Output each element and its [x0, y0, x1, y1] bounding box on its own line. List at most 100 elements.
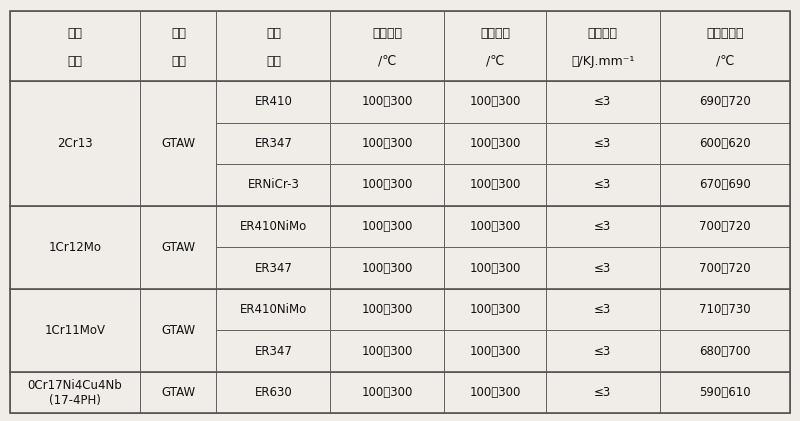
- Text: ≤3: ≤3: [594, 179, 611, 192]
- Text: 100～300: 100～300: [470, 345, 521, 357]
- Text: 700～720: 700～720: [699, 261, 750, 274]
- Text: 670～690: 670～690: [699, 179, 751, 192]
- Bar: [217, 164, 330, 206]
- Text: 100～300: 100～300: [470, 220, 521, 233]
- Text: 100～300: 100～300: [470, 179, 521, 192]
- Text: ≤3: ≤3: [594, 137, 611, 150]
- Text: 100～300: 100～300: [362, 345, 413, 357]
- Text: 100～300: 100～300: [470, 386, 521, 399]
- Bar: [444, 123, 546, 164]
- Bar: [546, 330, 659, 372]
- Bar: [217, 289, 330, 330]
- Bar: [659, 330, 790, 372]
- Text: ER347: ER347: [254, 345, 292, 357]
- Bar: [659, 289, 790, 330]
- Bar: [330, 206, 444, 247]
- Bar: [546, 123, 659, 164]
- Bar: [10, 206, 141, 247]
- Bar: [659, 164, 790, 206]
- Bar: [141, 372, 217, 413]
- Text: 100～300: 100～300: [362, 137, 413, 150]
- Text: ≤3: ≤3: [594, 345, 611, 357]
- Bar: [10, 372, 141, 413]
- Text: ER347: ER347: [254, 261, 292, 274]
- Text: 100～300: 100～300: [362, 95, 413, 108]
- Bar: [546, 81, 659, 123]
- Text: ER630: ER630: [254, 386, 292, 399]
- Bar: [10, 372, 141, 413]
- Text: 2Cr13: 2Cr13: [58, 137, 93, 150]
- Text: 焊后热处理: 焊后热处理: [706, 27, 744, 40]
- Text: 690～720: 690～720: [699, 95, 751, 108]
- Bar: [141, 164, 217, 206]
- Text: ≤3: ≤3: [594, 95, 611, 108]
- Text: 焊接: 焊接: [266, 27, 281, 40]
- Text: ER410NiMo: ER410NiMo: [240, 220, 307, 233]
- Bar: [330, 81, 444, 123]
- Text: 量/KJ.mm⁻¹: 量/KJ.mm⁻¹: [571, 55, 634, 68]
- Bar: [330, 11, 444, 81]
- Text: ≤3: ≤3: [594, 303, 611, 316]
- Text: ≤3: ≤3: [594, 261, 611, 274]
- Bar: [444, 372, 546, 413]
- Text: 680～700: 680～700: [699, 345, 750, 357]
- Text: 600～620: 600～620: [699, 137, 750, 150]
- Bar: [330, 330, 444, 372]
- Bar: [217, 372, 330, 413]
- Text: ≤3: ≤3: [594, 220, 611, 233]
- Bar: [444, 206, 546, 247]
- Bar: [546, 164, 659, 206]
- Bar: [10, 81, 141, 206]
- Bar: [659, 206, 790, 247]
- Text: 100～300: 100～300: [470, 261, 521, 274]
- Bar: [141, 206, 217, 247]
- Text: 焊接线能: 焊接线能: [587, 27, 618, 40]
- Bar: [330, 123, 444, 164]
- Text: 100～300: 100～300: [470, 95, 521, 108]
- Bar: [141, 123, 217, 164]
- Bar: [141, 81, 217, 206]
- Bar: [141, 372, 217, 413]
- Bar: [141, 81, 217, 123]
- Text: 焊前预热: 焊前预热: [372, 27, 402, 40]
- Bar: [330, 372, 444, 413]
- Bar: [330, 289, 444, 330]
- Bar: [659, 11, 790, 81]
- Text: 100～300: 100～300: [362, 261, 413, 274]
- Text: ERNiCr-3: ERNiCr-3: [247, 179, 299, 192]
- Text: GTAW: GTAW: [162, 241, 195, 254]
- Text: 叶片: 叶片: [67, 27, 82, 40]
- Text: 材料: 材料: [266, 55, 281, 68]
- Text: 0Cr17Ni4Cu4Nb
(17-4PH): 0Cr17Ni4Cu4Nb (17-4PH): [28, 378, 122, 407]
- Bar: [444, 81, 546, 123]
- Bar: [330, 247, 444, 289]
- Text: 100～300: 100～300: [362, 303, 413, 316]
- Text: 方法: 方法: [171, 55, 186, 68]
- Text: 590～610: 590～610: [699, 386, 750, 399]
- Text: ER410: ER410: [254, 95, 292, 108]
- Bar: [217, 330, 330, 372]
- Text: 1Cr12Mo: 1Cr12Mo: [49, 241, 102, 254]
- Text: 100～300: 100～300: [470, 137, 521, 150]
- Text: 700～720: 700～720: [699, 220, 750, 233]
- Bar: [659, 247, 790, 289]
- Bar: [141, 11, 217, 81]
- Bar: [546, 289, 659, 330]
- Text: /℃: /℃: [486, 55, 504, 68]
- Bar: [141, 330, 217, 372]
- Bar: [10, 164, 141, 206]
- Bar: [659, 123, 790, 164]
- Bar: [10, 11, 141, 81]
- Text: 710～730: 710～730: [699, 303, 750, 316]
- Text: GTAW: GTAW: [162, 137, 195, 150]
- Text: 100～300: 100～300: [362, 179, 413, 192]
- Bar: [444, 289, 546, 330]
- Text: 层间温度: 层间温度: [480, 27, 510, 40]
- Bar: [10, 247, 141, 289]
- Bar: [659, 81, 790, 123]
- Text: 100～300: 100～300: [362, 386, 413, 399]
- Bar: [10, 289, 141, 330]
- Bar: [546, 11, 659, 81]
- Bar: [444, 11, 546, 81]
- Text: 100～300: 100～300: [470, 303, 521, 316]
